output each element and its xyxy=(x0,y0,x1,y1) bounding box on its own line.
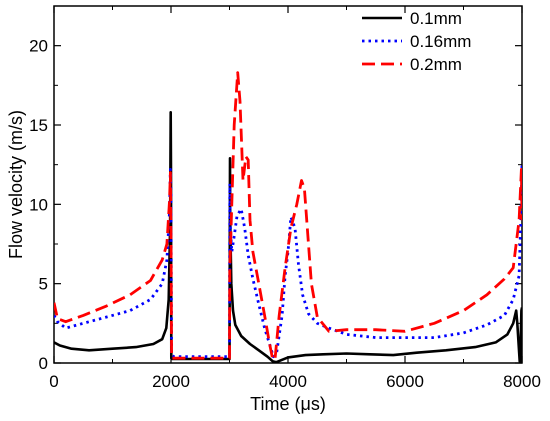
x-tick-label: 0 xyxy=(49,372,58,391)
y-tick-label: 5 xyxy=(39,275,48,294)
legend-label-2: 0.16mm xyxy=(410,32,471,51)
series-line-1 xyxy=(54,111,522,363)
x-tick-label: 2000 xyxy=(152,372,190,391)
legend-label-3: 0.2mm xyxy=(410,55,462,74)
y-tick-label: 15 xyxy=(29,116,48,135)
series-line-3 xyxy=(54,71,522,362)
series-lines xyxy=(54,71,522,363)
y-tick-label: 20 xyxy=(29,37,48,56)
x-axis-label: Time (μs) xyxy=(250,394,326,414)
x-tick-label: 4000 xyxy=(269,372,307,391)
y-tick-label: 0 xyxy=(39,354,48,373)
tick-labels: 0 2000 4000 6000 8000 0 5 10 15 20 xyxy=(29,37,541,391)
x-tick-label: 8000 xyxy=(503,372,541,391)
y-axis-label: Flow velocity (m/s) xyxy=(6,110,26,259)
y-tick-label: 10 xyxy=(29,195,48,214)
series-line-2 xyxy=(54,164,522,359)
x-tick-label: 6000 xyxy=(386,372,424,391)
legend: 0.1mm 0.16mm 0.2mm xyxy=(362,9,471,74)
legend-label-1: 0.1mm xyxy=(410,9,462,28)
